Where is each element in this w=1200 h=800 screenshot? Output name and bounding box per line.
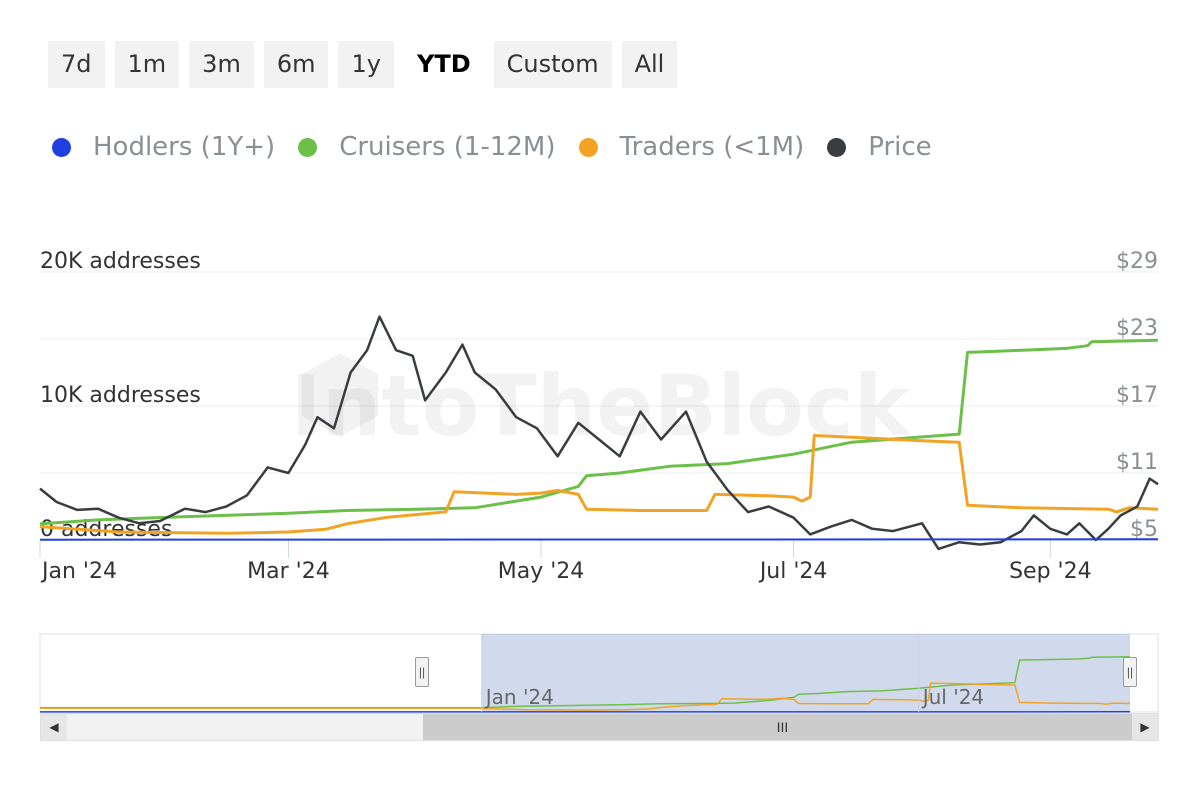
legend-item-price[interactable]: Price [827,132,932,162]
y-right-tick-label: $17 [1116,383,1158,408]
series-line-traders [39,434,1159,535]
scroll-left-arrow-icon[interactable]: ◀ [41,714,67,740]
legend-item-hodlers[interactable]: Hodlers (1Y+) [52,132,275,162]
y-left-tick-label: 20K addresses [40,249,201,274]
legend-circle-icon [827,137,847,157]
navigator-tick-label: Jan '24 [484,685,554,709]
navigator-line-traders [40,682,1131,711]
legend-item-traders[interactable]: Traders (<1M) [578,132,805,162]
watermark-hexagon [302,353,378,437]
y-left-tick-label: 10K addresses [40,383,201,408]
series-line-cruisers [39,338,1159,526]
y-right-tick-label: $11 [1116,450,1158,475]
range-button-custom[interactable]: Custom [493,41,612,88]
scrollbar-thumb[interactable]: III [423,714,1142,740]
x-tick-label: Jul '24 [758,559,828,584]
range-button-1m[interactable]: 1m [114,41,180,88]
legend-label: Hodlers (1Y+) [93,132,276,162]
scroll-right-arrow-icon[interactable]: ▶ [1132,714,1158,740]
legend-label: Cruisers (1-12M) [339,132,556,162]
navigator-line-cruisers [40,656,1131,709]
navigator-frame [39,633,1159,713]
handle-grip-icon: || [1126,665,1134,679]
watermark-text: IntoTheBlock [290,357,911,455]
range-button-1y[interactable]: 1y [338,41,394,88]
x-tick-label: Mar '24 [247,559,330,584]
range-button-6m[interactable]: 6m [263,41,329,88]
thumb-grip-icon: III [776,719,789,735]
x-tick-label: Jan '24 [40,559,117,584]
x-tick-label: Sep '24 [1009,559,1092,584]
handle-grip-icon: || [418,665,426,679]
range-button-7d[interactable]: 7d [48,41,105,88]
legend-label: Price [868,132,932,162]
y-right-tick-label: $23 [1116,316,1158,341]
navigator-tick-label: Jul '24 [921,685,984,709]
range-button-all[interactable]: All [621,41,678,88]
navigator-left-handle[interactable]: || [415,657,429,687]
legend-item-cruisers[interactable]: Cruisers (1-12M) [298,132,556,162]
legend-circle-icon [578,137,598,157]
watermark-logo-icon [302,353,378,437]
legend-circle-icon [298,137,318,157]
series-line-price [39,315,1159,551]
range-button-3m[interactable]: 3m [189,41,254,88]
navigator-scrollbar[interactable]: ◀ III ▶ [40,713,1159,741]
chart-legend: Hodlers (1Y+) Cruisers (1-12M) Traders (<1… [52,132,955,162]
y-right-tick-label: $5 [1130,517,1158,542]
legend-circle-icon [52,137,71,157]
range-button-ytd[interactable]: YTD [416,50,471,78]
x-tick-label: May '24 [498,559,585,584]
legend-label: Traders (<1M) [619,132,805,162]
y-right-tick-label: $29 [1116,249,1158,274]
navigator-right-handle[interactable]: || [1123,657,1137,687]
range-selector: 7d 1m 3m 6m 1y YTD Custom All [48,41,678,88]
navigator-selection [481,634,1131,712]
